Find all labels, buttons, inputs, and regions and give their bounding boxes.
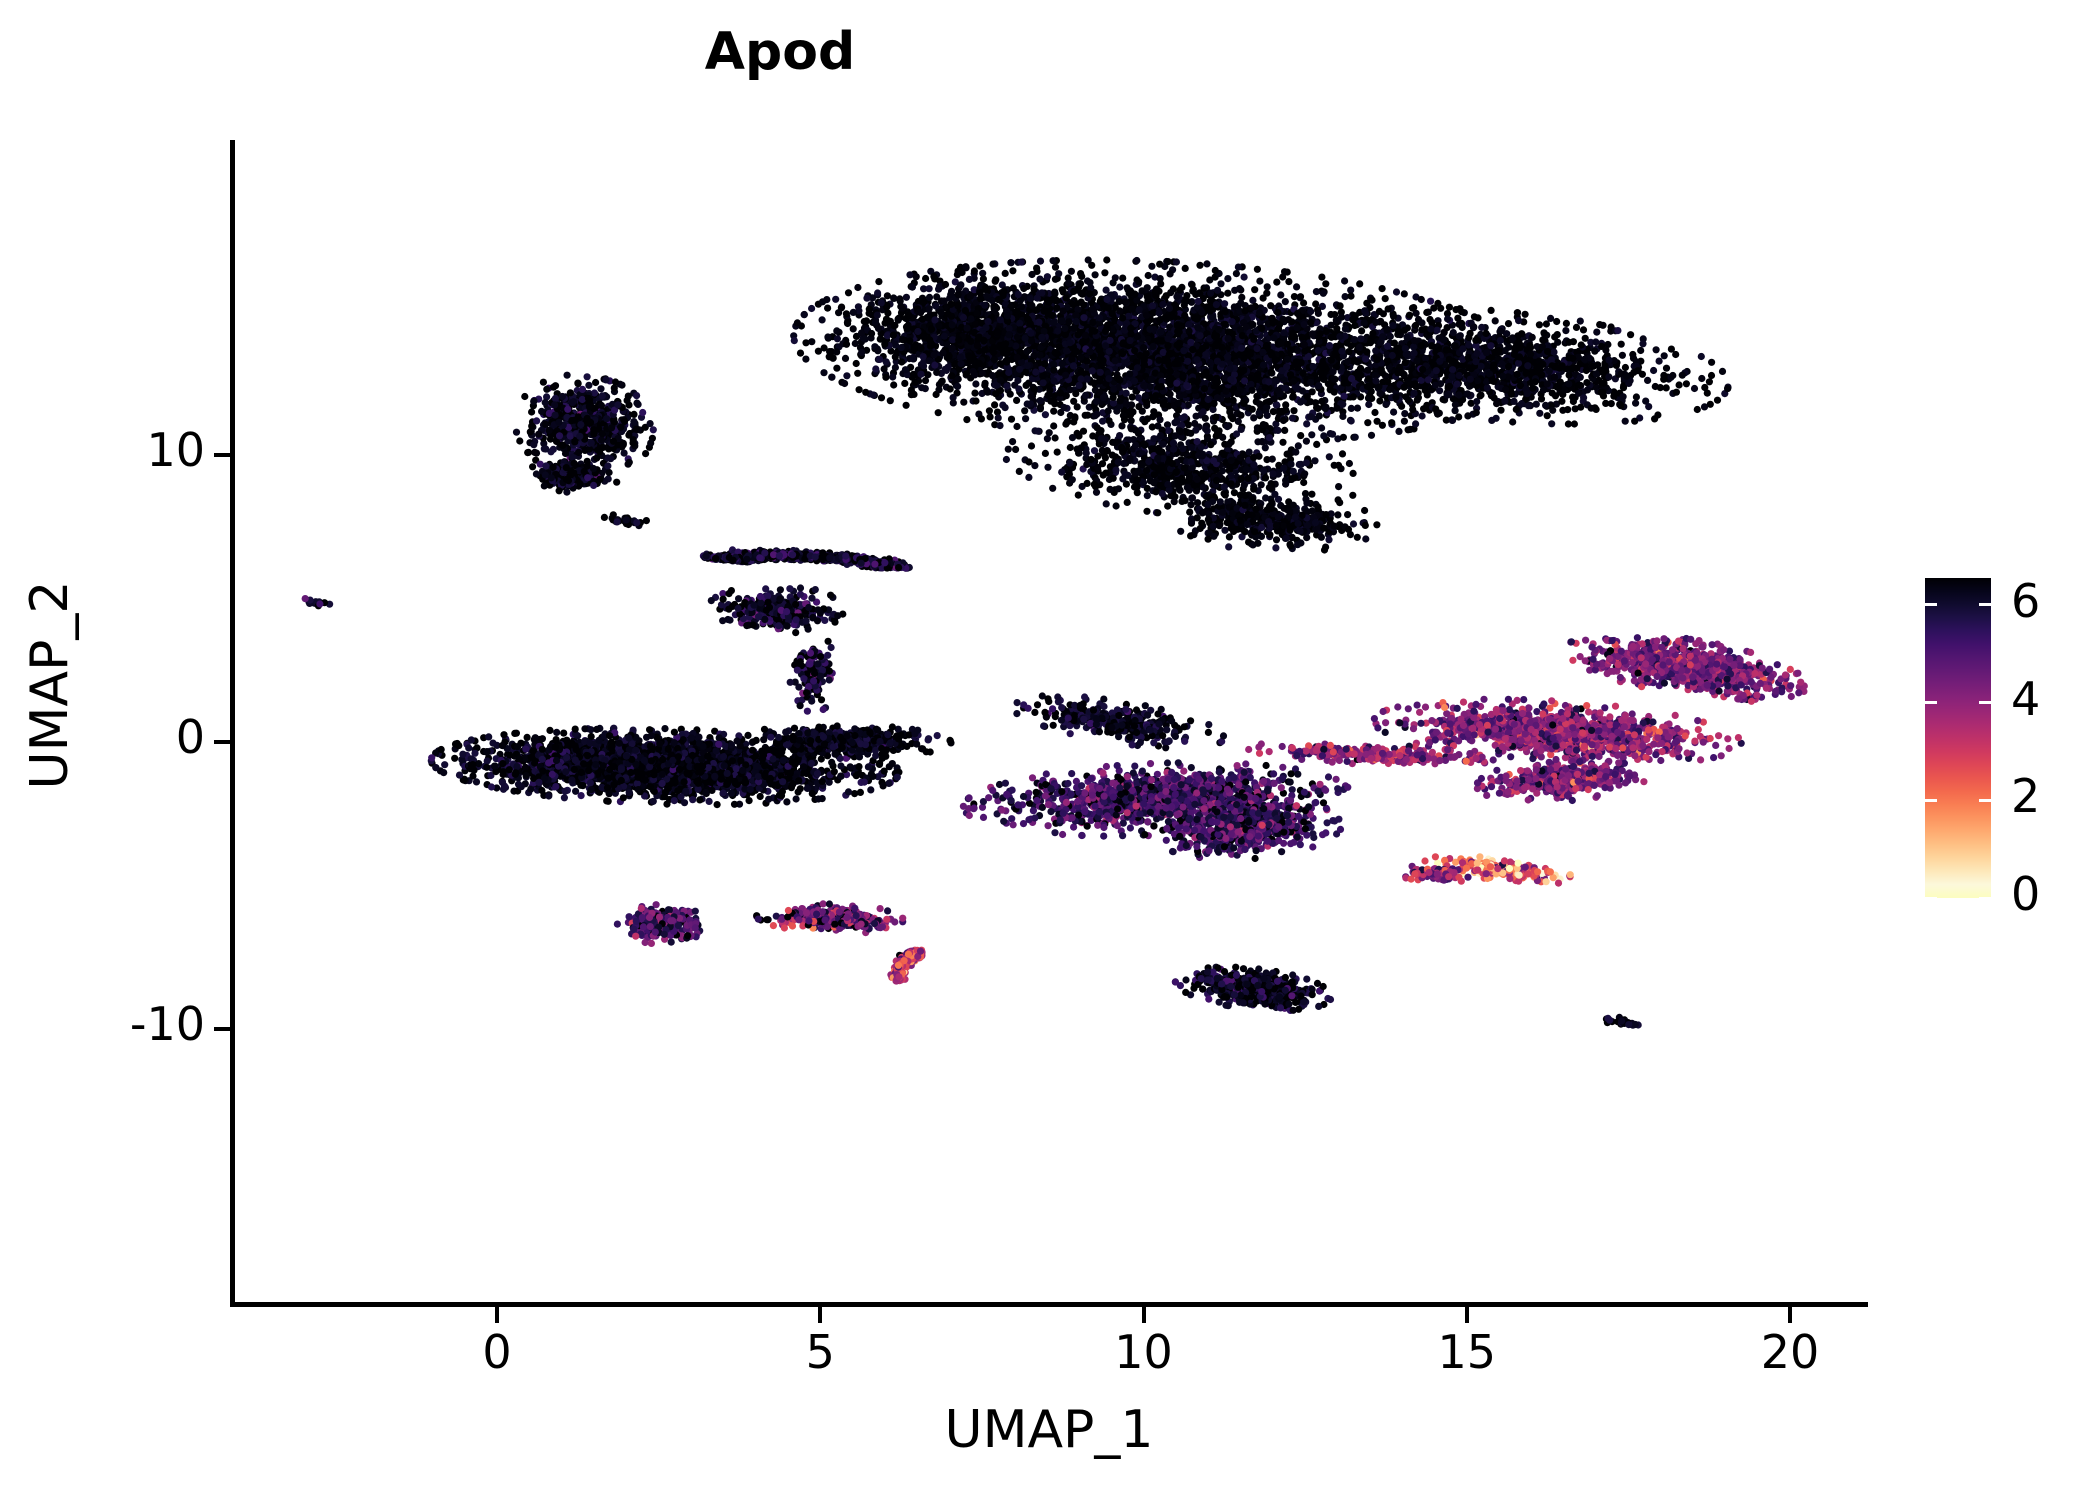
x-tick-label: 20 <box>1760 1325 1820 1379</box>
colorbar-tick-label: 6 <box>2011 573 2041 628</box>
x-tick-mark <box>1788 1307 1792 1323</box>
axis-spine-bottom <box>230 1302 1868 1307</box>
colorbar-tick-mark <box>1925 798 1937 802</box>
colorbar-tick-label: 2 <box>2011 769 2041 824</box>
x-tick-label: 10 <box>1114 1325 1173 1379</box>
x-tick-mark <box>1464 1307 1469 1323</box>
scatter-points-svg <box>301 256 1808 1029</box>
page-title: Apod <box>704 22 856 82</box>
colorbar-gradient <box>1925 578 1991 898</box>
x-tick-mark <box>818 1307 823 1323</box>
x-axis-label: UMAP_1 <box>944 1400 1154 1460</box>
y-tick-mark <box>214 740 230 744</box>
colorbar-tick-mark <box>1979 896 1991 900</box>
y-tick-label: 10 <box>146 423 205 477</box>
x-tick-label: 15 <box>1437 1325 1497 1379</box>
colorbar-tick-mark <box>1979 798 1991 802</box>
x-tick-label: 0 <box>482 1325 512 1379</box>
x-tick-mark <box>495 1307 499 1323</box>
x-tick-mark <box>1141 1307 1146 1323</box>
colorbar-tick-mark <box>1979 603 1991 607</box>
axis-spine-left <box>230 140 235 1307</box>
colorbar-tick-mark <box>1925 701 1937 705</box>
y-tick-label: 0 <box>175 710 205 764</box>
colorbar-tick-label: 0 <box>2011 867 2041 921</box>
y-axis-label: UMAP_2 <box>20 580 80 790</box>
x-tick-label: 5 <box>805 1325 835 1379</box>
colorbar-tick-label: 4 <box>2011 671 2041 726</box>
scatter-plot-area[interactable] <box>235 140 1868 1302</box>
y-tick-mark <box>214 453 230 457</box>
colorbar-tick-mark <box>1925 603 1937 607</box>
y-tick-label: -10 <box>129 997 205 1051</box>
colorbar-tick-mark <box>1979 701 1991 705</box>
colorbar-tick-mark <box>1925 896 1937 900</box>
y-tick-mark <box>214 1027 230 1031</box>
